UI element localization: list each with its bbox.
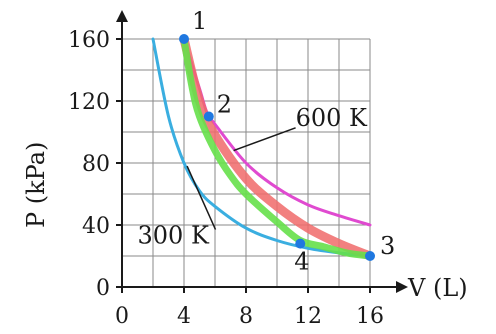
state-point-label: 2 [217,91,232,119]
state-point-label: 3 [380,232,395,260]
x-axis-arrow [396,281,408,293]
x-tick-label: 4 [177,304,191,329]
annotation-label: 600 K [296,104,368,132]
y-tick-label: 120 [68,90,110,115]
state-points: 1 2 3 4 [179,7,395,276]
annotation-leader [233,127,296,152]
state-point-label: 4 [294,248,309,276]
process-path-2 [179,34,375,261]
annotation-leader [186,165,217,230]
process-path-3 [180,35,374,260]
x-tick-label: 12 [294,304,322,329]
state-point-1 [179,34,189,44]
y-tick-label: 80 [82,152,110,177]
series-line-300k [151,37,372,258]
annotations: 600 K 300 K [138,104,369,250]
y-tick-label: 160 [68,28,110,53]
state-point-2 [203,111,214,122]
state-point-4 [295,238,306,249]
state-point-label: 1 [192,7,207,35]
series-group [151,34,375,261]
x-tick-label: 8 [239,304,253,329]
x-axis-label: V (L) [407,274,468,302]
state-point-3 [365,251,375,261]
x-tick-label: 16 [356,304,384,329]
y-tick-label: 40 [82,214,110,239]
y-axis-arrow [116,10,128,22]
y-axis-label: P (kPa) [22,142,50,228]
x-tick-label: 0 [115,304,129,329]
y-tick-label: 0 [96,276,110,301]
annotation-label: 300 K [138,222,210,250]
